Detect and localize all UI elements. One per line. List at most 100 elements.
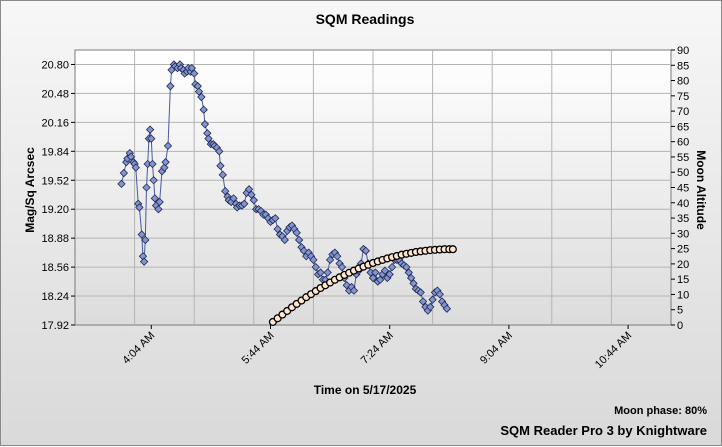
sqm-point: [247, 190, 256, 199]
sqm-point: [147, 134, 156, 143]
y2-tick-label: 90: [677, 45, 689, 57]
y-tick-label: 20.48: [41, 88, 69, 100]
sqm-point: [385, 270, 394, 279]
sqm-point: [349, 286, 359, 295]
sqm-point: [215, 147, 224, 156]
x-axis-title: Time on 5/17/2025: [314, 383, 417, 397]
sqm-point: [139, 257, 149, 266]
sqm-point: [280, 235, 289, 245]
y2-tick-label: 50: [677, 167, 689, 179]
y-axis-title: Mag/Sq Arcsec: [23, 147, 37, 233]
sqm-point: [221, 186, 230, 196]
sqm-point: [380, 266, 390, 275]
sqm-point: [218, 170, 227, 180]
sqm-point: [163, 141, 173, 151]
sqm-point: [155, 197, 164, 207]
sqm-point: [119, 168, 129, 178]
y2-tick-label: 0: [677, 320, 683, 332]
x-tick-label: 4:04 AM: [120, 330, 157, 367]
sqm-point: [154, 205, 163, 214]
y-tick-label: 19.52: [41, 175, 69, 187]
sqm-point: [197, 92, 206, 102]
sqm-point: [371, 268, 380, 277]
y-tick-label: 18.24: [41, 291, 69, 303]
sqm-point: [435, 290, 444, 299]
y2-tick-label: 85: [677, 60, 689, 72]
sqm-point: [194, 87, 204, 96]
sqm-point: [387, 262, 397, 272]
y-tick-label: 19.84: [41, 146, 69, 158]
y-tick-label: 20.80: [41, 59, 69, 71]
sqm-point: [416, 288, 425, 297]
sqm-point: [428, 295, 437, 304]
y2-tick-label: 75: [677, 91, 689, 103]
sqm-point: [200, 120, 210, 129]
sqm-point: [273, 224, 282, 234]
y-tick-label: 18.56: [41, 262, 69, 274]
sqm-point: [244, 185, 254, 194]
series-layer: [117, 60, 457, 326]
sqm-point: [368, 273, 378, 283]
sqm-point: [135, 203, 144, 212]
sqm-point: [402, 262, 411, 272]
y-tick-label: 19.20: [41, 204, 69, 216]
sqm-point: [142, 183, 151, 192]
sqm-point: [249, 195, 258, 205]
sqm-point: [292, 228, 301, 237]
chart-title: SQM Readings: [316, 11, 415, 27]
sqm-point: [160, 163, 169, 172]
series-sqm: [117, 60, 452, 315]
y-tick-label: 18.88: [41, 233, 69, 245]
sqm-point: [148, 159, 157, 169]
x-tick-label: 10:44 AM: [593, 330, 634, 371]
y2-tick-label: 80: [677, 76, 689, 88]
y2-tick-label: 40: [677, 198, 689, 210]
x-tick-label: 5:44 AM: [240, 330, 277, 367]
y2-tick-label: 45: [677, 183, 689, 195]
sqm-point: [271, 214, 280, 223]
y2-tick-label: 30: [677, 228, 689, 240]
sqm-point: [337, 262, 347, 272]
sqm-point: [325, 255, 335, 265]
sqm-point: [294, 235, 304, 245]
series-moon-altitude: [268, 245, 457, 326]
sqm-point: [190, 69, 199, 78]
sqm-point: [216, 161, 225, 170]
sqm-point: [323, 268, 332, 277]
sqm-point: [333, 252, 342, 261]
y2-tick-label: 55: [677, 152, 689, 164]
sqm-point: [145, 125, 155, 134]
sqm-point: [229, 194, 238, 203]
sqm-point: [150, 194, 160, 203]
y2-tick-label: 35: [677, 213, 689, 225]
sqm-point: [418, 297, 428, 306]
y2-tick-label: 25: [677, 244, 689, 256]
sqm-point: [117, 179, 126, 189]
sqm-point: [126, 152, 136, 161]
sqm-point: [406, 273, 416, 283]
sqm-point: [361, 246, 371, 255]
y2-tick-label: 15: [677, 274, 689, 286]
sqm-point: [404, 268, 413, 277]
y2-tick-label: 60: [677, 137, 689, 149]
sqm-point: [409, 279, 418, 288]
y-axis-right-ticks: 0 5 10 15 20 25 30 35 40 45 50 55 60 65 70 75 80 85 90: [671, 45, 689, 332]
sqm-point: [187, 63, 196, 73]
sqm-point: [375, 275, 385, 284]
brand-label: SQM Reader Pro 3 by Knightware: [500, 423, 707, 438]
x-tick-label: 7:24 AM: [359, 330, 396, 367]
x-axis-ticks: 4:04 AM 5:44 AM 7:24 AM 9:04 AM 10:44 AM: [120, 325, 634, 371]
sqm-point: [149, 176, 158, 185]
y-tick-label: 17.92: [41, 320, 69, 332]
sqm-point: [166, 82, 175, 91]
sqm-point: [161, 158, 170, 167]
y2-tick-label: 5: [677, 305, 683, 317]
x-tick-label: 9:04 AM: [478, 330, 515, 367]
y2-axis-title: Moon Altitude: [694, 150, 708, 230]
sqm-point: [309, 255, 318, 265]
sqm-point: [316, 268, 325, 277]
grid-lines: [75, 50, 671, 325]
y-tick-label: 20.16: [41, 117, 69, 129]
